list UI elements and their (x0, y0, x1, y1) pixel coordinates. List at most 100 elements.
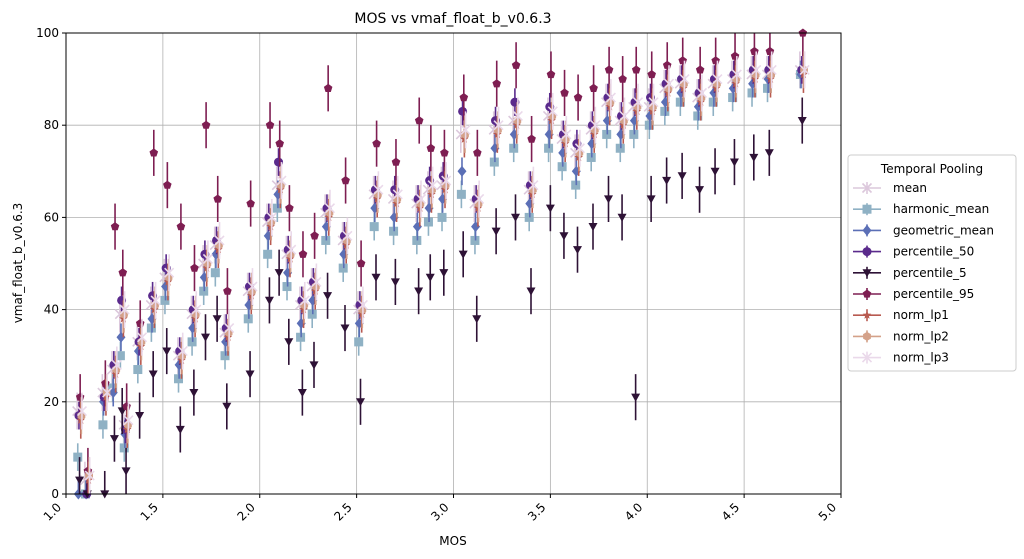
data-point (247, 281, 258, 292)
data-point (309, 361, 319, 370)
data-point (354, 337, 364, 347)
legend-marker (862, 247, 872, 257)
data-point (474, 193, 485, 205)
data-point (175, 425, 185, 434)
legend-label: harmonic_mean (893, 202, 989, 216)
data-point (201, 333, 210, 342)
data-point (191, 304, 202, 315)
data-point (473, 148, 482, 157)
data-point (265, 120, 275, 129)
legend-entry: percentile_50 (853, 245, 974, 259)
legend-label: geometric_mean (893, 223, 994, 237)
data-point (439, 269, 449, 278)
data-point (391, 157, 401, 166)
data-point (511, 213, 520, 222)
data-point (493, 120, 504, 131)
data-point (102, 387, 113, 398)
legend-label: percentile_5 (893, 266, 967, 280)
data-point (749, 153, 759, 162)
data-point (646, 195, 656, 204)
data-point (710, 167, 720, 176)
data-point (427, 180, 438, 191)
data-point (696, 87, 708, 98)
legend-entry: norm_lp2 (853, 329, 949, 343)
data-point (472, 315, 482, 324)
data-point (263, 249, 273, 259)
data-point (324, 203, 336, 214)
data-point (323, 83, 333, 92)
legend-label: mean (893, 181, 927, 195)
data-point (373, 184, 384, 195)
data-point (632, 97, 644, 108)
y-tick-label: 40 (44, 303, 59, 317)
data-point (492, 79, 501, 88)
series-norm-lp3 (76, 51, 810, 494)
data-point (604, 195, 613, 204)
legend-entry: norm_lp3 (853, 351, 949, 365)
data-point (121, 467, 131, 476)
data-point (163, 180, 172, 189)
legend-box (847, 154, 1017, 372)
data-point (84, 470, 95, 481)
data-point (573, 246, 582, 255)
legend-entry: norm_lp1 (853, 308, 949, 322)
data-point (677, 172, 687, 181)
data-point (136, 332, 148, 343)
data-point (275, 139, 284, 148)
data-point (266, 212, 277, 223)
legend-marker (862, 289, 872, 298)
data-point (246, 199, 255, 208)
y-tick-label: 100 (36, 26, 59, 40)
legend-marker (862, 224, 872, 236)
legend-entry: geometric_mean (853, 223, 994, 237)
data-point (573, 93, 583, 102)
legend-label: norm_lp2 (893, 329, 949, 343)
data-point (545, 204, 555, 213)
data-point (731, 69, 742, 80)
data-point (340, 324, 350, 333)
legend-label: percentile_50 (893, 245, 974, 259)
data-point (284, 338, 294, 347)
data-point (357, 299, 368, 311)
data-point (390, 278, 400, 287)
data-point (631, 65, 641, 74)
legend: Temporal Pooling mean harmonic_meangeomet… (847, 154, 1017, 372)
data-point (342, 230, 353, 241)
data-point (310, 231, 319, 240)
data-point (647, 70, 656, 79)
data-point (212, 315, 222, 324)
data-point (210, 268, 220, 278)
data-point (695, 186, 705, 195)
data-point (135, 412, 145, 421)
data-point (299, 295, 310, 306)
data-point (589, 83, 598, 92)
data-point (392, 189, 403, 200)
data-point (123, 415, 134, 426)
data-point (356, 398, 365, 407)
data-point (110, 222, 120, 231)
data-point (109, 435, 119, 444)
data-point (663, 78, 675, 89)
data-point (527, 134, 536, 143)
data-point (631, 393, 641, 402)
data-point (162, 347, 172, 356)
data-point (98, 420, 108, 430)
data-point (372, 139, 381, 148)
data-point (341, 176, 350, 185)
data-point (115, 351, 125, 361)
data-point (695, 65, 705, 74)
legend-entry: harmonic_mean (853, 202, 989, 216)
series-percentile-5 (75, 97, 807, 499)
data-point (222, 402, 232, 411)
data-point (441, 175, 452, 186)
data-point (559, 232, 569, 241)
data-point (189, 388, 199, 398)
legend-entry: percentile_95 (853, 287, 974, 301)
data-point (276, 175, 287, 186)
data-point (561, 129, 572, 140)
data-point (177, 346, 188, 357)
data-point (111, 359, 122, 370)
data-point (148, 370, 158, 379)
data-point (311, 276, 322, 288)
